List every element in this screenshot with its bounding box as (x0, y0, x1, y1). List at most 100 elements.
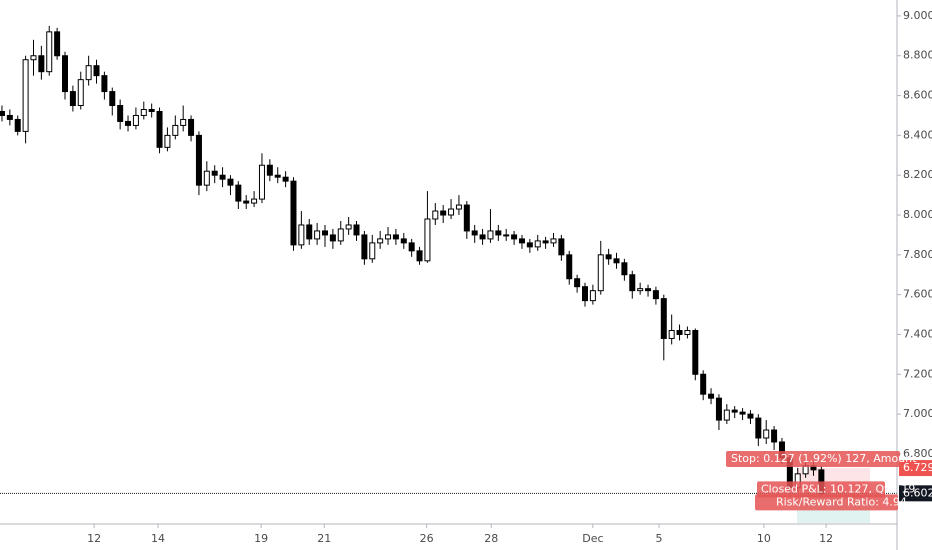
candle-body (526, 242, 533, 248)
candle-body (69, 91, 76, 107)
candle-body (723, 409, 730, 421)
x-tick-label: 12 (87, 532, 101, 545)
candle-body (739, 411, 746, 415)
candle-body (432, 210, 439, 220)
position-labels: Stop: 0.127 (1.92%) 127, Amount Closed P&… (726, 451, 917, 511)
candle-body (345, 224, 352, 230)
candle-body (117, 105, 124, 122)
candle-body (14, 118, 21, 132)
candle-body (747, 413, 754, 419)
stop-text-box (726, 451, 900, 468)
candle-body (645, 288, 652, 292)
candles (0, 25, 825, 498)
candle-body (148, 108, 155, 112)
candle-body (668, 329, 675, 339)
candle-body (361, 234, 368, 260)
candle-body (195, 134, 202, 186)
x-tick-label: 19 (254, 532, 268, 545)
candle-body (385, 234, 392, 240)
candle-body (203, 170, 210, 186)
candle-body (164, 134, 171, 148)
candle-body (109, 91, 116, 107)
candle-body (219, 174, 226, 180)
y-tick-label: 8.400 (903, 128, 932, 141)
candle-body (487, 230, 494, 240)
candle-body (597, 254, 604, 292)
candle-body (503, 234, 510, 237)
pnl-text-box (757, 481, 885, 498)
candle-body (211, 170, 218, 176)
candle-body (235, 184, 242, 202)
candle-body (30, 55, 37, 61)
candle-body (448, 208, 455, 216)
y-tick-label: 7.200 (903, 367, 932, 380)
candle-body (582, 286, 588, 302)
candle-body (629, 274, 636, 292)
candle-body (172, 124, 179, 136)
last-price-label: 6.602 (903, 486, 932, 499)
y-tick-label: 7.600 (903, 288, 932, 301)
candle-body (542, 240, 549, 244)
candle-body (613, 258, 620, 264)
candle-body (589, 290, 596, 302)
candle-body (322, 230, 328, 236)
candle-body (290, 180, 297, 246)
candle-body (85, 65, 92, 81)
candle-body (227, 178, 234, 186)
stop-text: Stop: 0.127 (1.92%) 127, Amount (731, 452, 917, 465)
candle-body (251, 198, 258, 204)
candle-body (518, 238, 525, 244)
candle-body (337, 228, 344, 242)
candle-body (550, 238, 557, 244)
candle-body (369, 242, 376, 260)
candle-body (77, 79, 84, 107)
candle-body (771, 429, 778, 443)
candle-body (802, 465, 809, 475)
candle-body (463, 204, 470, 232)
candle-body (408, 242, 415, 252)
x-tick-label: 12 (819, 532, 833, 545)
candle-body (534, 240, 541, 248)
x-tick-label: 21 (317, 532, 331, 545)
candle-body (38, 55, 45, 73)
candle-body (660, 298, 667, 339)
candle-body (731, 409, 738, 413)
x-tick-label: 28 (484, 532, 498, 545)
stop-price-box (899, 460, 932, 477)
candle-body (605, 254, 612, 260)
candle-body (495, 230, 502, 236)
candle-body (274, 174, 281, 178)
candle-body (6, 114, 13, 120)
y-tick-label: 9.000 (903, 9, 932, 22)
x-tick-label: Dec (582, 532, 603, 545)
candle-body (471, 230, 478, 236)
x-tick-label: 14 (151, 532, 165, 545)
candle-body (329, 234, 336, 242)
candle-body (392, 234, 399, 240)
pnl-text: Closed P&L: 10.127, Qty: 19 (761, 482, 915, 495)
candle-body (282, 176, 289, 182)
candle-body (140, 108, 147, 116)
candle-body (684, 329, 691, 335)
candle-body (400, 238, 407, 244)
candle-body (637, 288, 644, 292)
last-price-box (899, 485, 932, 502)
candle-body (479, 234, 486, 240)
candle-body (54, 31, 61, 57)
y-tick-label: 7.800 (903, 248, 932, 261)
candle-body (692, 329, 699, 375)
candle-body (652, 290, 659, 300)
candle-body (715, 397, 722, 421)
candle-body (314, 230, 321, 240)
candle-body (22, 59, 29, 132)
candle-body (101, 75, 108, 93)
candle-body (566, 254, 573, 280)
candle-body (156, 110, 163, 148)
candle-body (188, 118, 195, 136)
candle-body (132, 114, 139, 126)
x-tick-label: 10 (757, 532, 771, 545)
candle-body (0, 110, 5, 116)
candle-body (708, 393, 715, 399)
ratio-text-box (755, 494, 898, 511)
